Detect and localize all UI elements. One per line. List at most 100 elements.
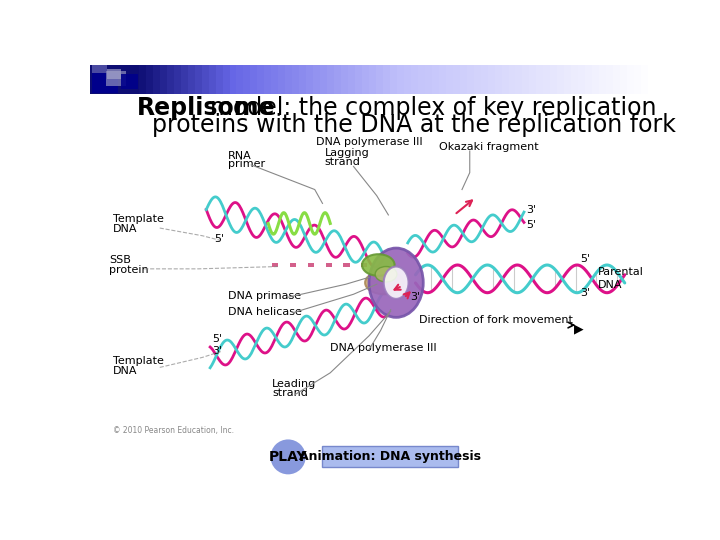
Text: Okazaki fragment: Okazaki fragment bbox=[438, 141, 539, 152]
Bar bbox=[564, 65, 572, 94]
Bar bbox=[111, 65, 119, 94]
Bar bbox=[571, 65, 579, 94]
Bar bbox=[258, 65, 265, 94]
Bar bbox=[425, 65, 433, 94]
Bar bbox=[209, 65, 216, 94]
Bar bbox=[90, 65, 98, 94]
Bar bbox=[453, 65, 461, 94]
Text: DNA polymerase III: DNA polymerase III bbox=[316, 137, 423, 147]
Bar bbox=[446, 65, 454, 94]
Text: Leading: Leading bbox=[272, 379, 316, 389]
Bar bbox=[502, 65, 509, 94]
Ellipse shape bbox=[369, 248, 423, 318]
Text: Replisome: Replisome bbox=[137, 96, 275, 119]
Bar bbox=[174, 65, 181, 94]
Bar bbox=[397, 65, 405, 94]
Bar bbox=[215, 65, 223, 94]
Bar bbox=[125, 65, 132, 94]
Bar bbox=[106, 71, 126, 86]
Bar bbox=[300, 65, 307, 94]
Bar bbox=[145, 65, 153, 94]
Bar bbox=[222, 65, 230, 94]
Bar bbox=[516, 65, 523, 94]
Text: model: the complex of key replication: model: the complex of key replication bbox=[210, 96, 657, 119]
Ellipse shape bbox=[384, 267, 408, 299]
Text: Parental: Parental bbox=[598, 267, 644, 277]
Bar bbox=[578, 65, 586, 94]
Text: primer: primer bbox=[228, 159, 265, 169]
Bar bbox=[474, 65, 482, 94]
Text: 5': 5' bbox=[212, 334, 222, 344]
Bar bbox=[438, 65, 446, 94]
Text: DNA: DNA bbox=[113, 366, 138, 376]
Bar bbox=[627, 65, 635, 94]
Bar bbox=[91, 65, 107, 72]
Bar bbox=[467, 65, 474, 94]
Bar bbox=[91, 72, 118, 92]
Bar bbox=[107, 70, 121, 79]
Bar bbox=[593, 65, 600, 94]
Bar bbox=[279, 65, 286, 94]
Bar bbox=[432, 65, 439, 94]
Text: 3': 3' bbox=[580, 288, 590, 298]
Text: 3': 3' bbox=[526, 205, 536, 215]
Bar bbox=[383, 65, 391, 94]
Bar bbox=[306, 65, 314, 94]
Bar bbox=[236, 65, 244, 94]
Text: Direction of fork movement: Direction of fork movement bbox=[419, 315, 573, 325]
Text: 3': 3' bbox=[410, 292, 420, 302]
Bar bbox=[369, 65, 377, 94]
Bar bbox=[341, 65, 349, 94]
Text: DNA: DNA bbox=[598, 280, 622, 290]
Text: PLAY: PLAY bbox=[269, 450, 307, 464]
Text: 3': 3' bbox=[212, 346, 222, 355]
Ellipse shape bbox=[375, 267, 397, 282]
Bar bbox=[459, 65, 467, 94]
Bar bbox=[348, 65, 356, 94]
Bar bbox=[132, 65, 140, 94]
Bar bbox=[544, 65, 551, 94]
Bar bbox=[118, 65, 126, 94]
Bar bbox=[194, 65, 202, 94]
Ellipse shape bbox=[365, 271, 404, 294]
Circle shape bbox=[271, 440, 306, 474]
FancyBboxPatch shape bbox=[322, 446, 459, 467]
Bar bbox=[290, 264, 296, 267]
Bar bbox=[188, 65, 195, 94]
Text: DNA polymerase III: DNA polymerase III bbox=[330, 343, 437, 353]
Bar bbox=[361, 264, 367, 267]
Bar bbox=[523, 65, 530, 94]
Text: Animation: DNA synthesis: Animation: DNA synthesis bbox=[299, 450, 481, 463]
Text: Template: Template bbox=[113, 214, 164, 224]
Bar bbox=[343, 264, 350, 267]
Bar bbox=[641, 65, 649, 94]
Text: protein: protein bbox=[109, 265, 149, 275]
Bar bbox=[264, 65, 272, 94]
Text: Lagging: Lagging bbox=[325, 147, 369, 158]
Bar bbox=[481, 65, 488, 94]
Text: DNA helicase: DNA helicase bbox=[228, 307, 302, 317]
Bar bbox=[550, 65, 558, 94]
Bar bbox=[334, 65, 342, 94]
Bar bbox=[202, 65, 210, 94]
Bar bbox=[487, 65, 495, 94]
Bar bbox=[292, 65, 300, 94]
Bar bbox=[390, 65, 397, 94]
Text: © 2010 Pearson Education, Inc.: © 2010 Pearson Education, Inc. bbox=[113, 426, 234, 435]
Text: strand: strand bbox=[325, 157, 361, 167]
Bar bbox=[243, 65, 251, 94]
Text: strand: strand bbox=[272, 388, 308, 398]
Bar bbox=[97, 65, 104, 94]
Bar bbox=[104, 65, 112, 94]
Bar bbox=[362, 65, 370, 94]
Bar bbox=[529, 65, 537, 94]
Text: DNA primase: DNA primase bbox=[228, 291, 301, 301]
Text: 5': 5' bbox=[214, 234, 224, 244]
Bar bbox=[272, 264, 279, 267]
Bar bbox=[327, 65, 335, 94]
Bar bbox=[620, 65, 628, 94]
Bar bbox=[251, 65, 258, 94]
Bar bbox=[320, 65, 328, 94]
Bar bbox=[634, 65, 642, 94]
Bar bbox=[325, 264, 332, 267]
